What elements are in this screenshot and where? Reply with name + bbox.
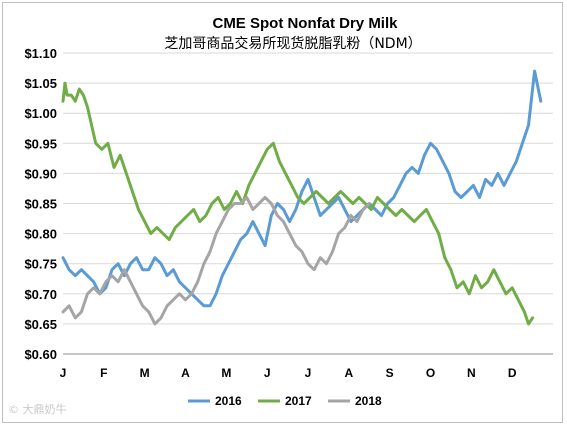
watermark-text: © 大鼎奶牛 [8, 402, 67, 416]
x-tick-label: J [60, 366, 67, 380]
x-tick-label: J [264, 366, 271, 380]
y-tick-label: $0.85 [24, 197, 57, 212]
legend-label-2018: 2018 [355, 394, 382, 408]
y-tick-label: $1.00 [24, 106, 57, 121]
y-tick-label: $0.70 [24, 287, 57, 302]
x-tick-label: M [140, 366, 150, 380]
chart-frame [2, 2, 563, 423]
chart-subtitle: 芝加哥商品交易所现货脱脂乳粉（NDM） [164, 35, 421, 52]
grid-lines [63, 52, 553, 355]
x-tick-label: M [221, 366, 231, 380]
legend-label-2016: 2016 [215, 394, 242, 408]
series-line-2017 [61, 81, 535, 326]
legend: 2016 2017 2018 [188, 394, 382, 408]
x-tick-label: O [426, 366, 435, 380]
series-line-2016 [61, 69, 543, 308]
y-tick-label: $0.65 [24, 317, 57, 332]
x-tick-label: A [344, 366, 353, 380]
x-tick-label: F [100, 366, 107, 380]
y-tick-label: $0.60 [24, 347, 57, 362]
y-tick-label: $1.05 [24, 76, 57, 91]
y-tick-label: $1.10 [24, 46, 57, 61]
y-tick-label: $0.75 [24, 257, 57, 272]
series-lines [61, 69, 543, 326]
chart-title: CME Spot Nonfat Dry Milk [212, 15, 398, 32]
x-tick-label: N [467, 366, 476, 380]
series-line-2018 [61, 196, 371, 326]
x-tick-label: S [386, 366, 394, 380]
y-tick-label: $0.95 [24, 136, 57, 151]
x-tick-label: D [508, 366, 517, 380]
x-tick-label: J [305, 366, 312, 380]
y-tick-label: $0.80 [24, 227, 57, 242]
y-axis-ticks: $0.60 $0.65 $0.70 $0.75 $0.80 $0.85 $0.90 $0.95… [24, 46, 57, 362]
legend-label-2017: 2017 [285, 394, 312, 408]
y-tick-label: $0.90 [24, 166, 57, 181]
x-tick-label: A [181, 366, 190, 380]
